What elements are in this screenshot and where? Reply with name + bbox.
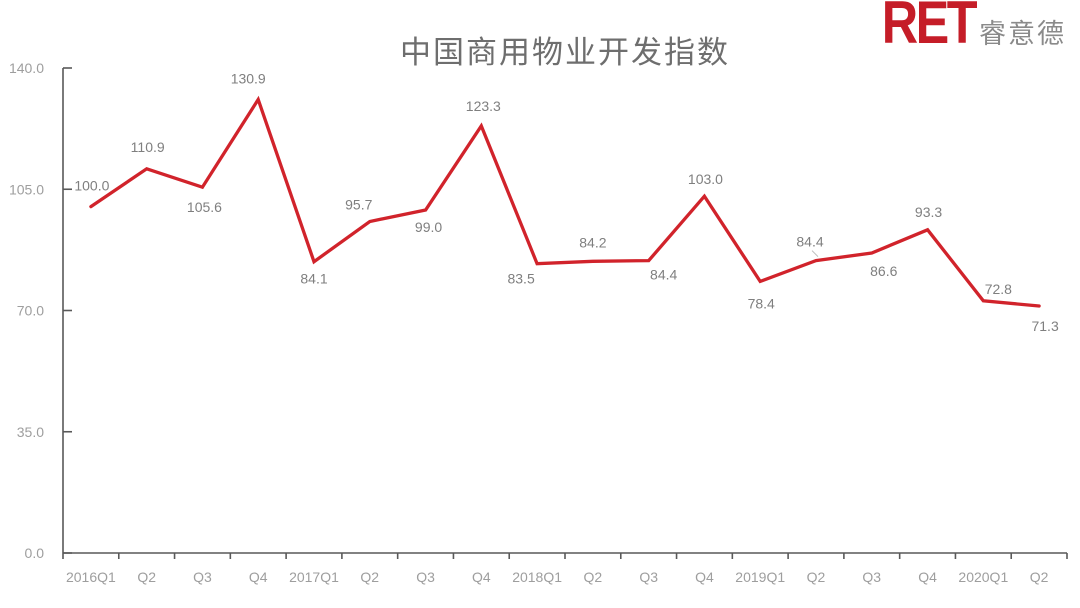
data-label: 95.7 [345,196,372,212]
x-tick-label: Q4 [695,569,714,585]
y-tick-label: 35.0 [17,424,44,440]
data-label: 103.0 [688,171,723,187]
x-tick-label: Q2 [137,569,156,585]
x-tick-label: Q3 [193,569,212,585]
data-label: 110.9 [131,139,165,155]
data-label: 84.4 [796,234,823,250]
x-tick-label: Q2 [1030,569,1049,585]
y-tick-label: 140.0 [9,60,44,76]
index-line-series [89,95,1041,308]
data-label: 100.0 [74,178,109,194]
data-label: 123.3 [466,98,501,114]
y-tick-label: 105.0 [9,181,44,197]
x-tick-label: Q4 [472,569,491,585]
ret-logo: RET 睿意德 [864,0,1066,53]
x-tick-label: Q3 [639,569,658,585]
x-tick-label: 2017Q1 [289,569,339,585]
chart-title: 中国商用物业开发指数 [400,35,730,70]
x-tick-label: Q2 [584,569,603,585]
data-label: 84.2 [579,234,606,250]
x-tick-label: 2016Q1 [66,569,116,585]
y-tick-label: 70.0 [17,303,44,319]
x-tick-label: Q2 [360,569,379,585]
data-label: 71.3 [1031,318,1058,334]
data-label: 130.9 [231,71,266,87]
data-label: 78.4 [748,295,775,311]
x-tick-label: Q4 [249,569,268,585]
data-label-leader-line [811,250,819,257]
data-label: 93.3 [915,204,942,220]
data-label: 83.5 [507,271,534,287]
x-tick-label: Q3 [416,569,435,585]
data-label: 84.1 [300,271,327,287]
data-label: 72.8 [985,281,1012,297]
data-label: 86.6 [870,263,897,279]
x-tick-label: Q3 [862,569,881,585]
x-tick-label: 2020Q1 [958,569,1008,585]
x-tick-label: 2018Q1 [512,569,562,585]
ret-logo-chinese-text: 睿意德 [979,19,1066,49]
y-tick-label: 0.0 [25,545,45,561]
x-tick-label: 2019Q1 [735,569,785,585]
x-tick-label: Q4 [918,569,937,585]
data-label: 84.4 [650,267,677,283]
x-tick-label: Q2 [807,569,826,585]
data-label: 105.6 [187,199,222,215]
data-label: 99.0 [415,219,442,235]
ret-logo-text: RET [881,0,978,56]
